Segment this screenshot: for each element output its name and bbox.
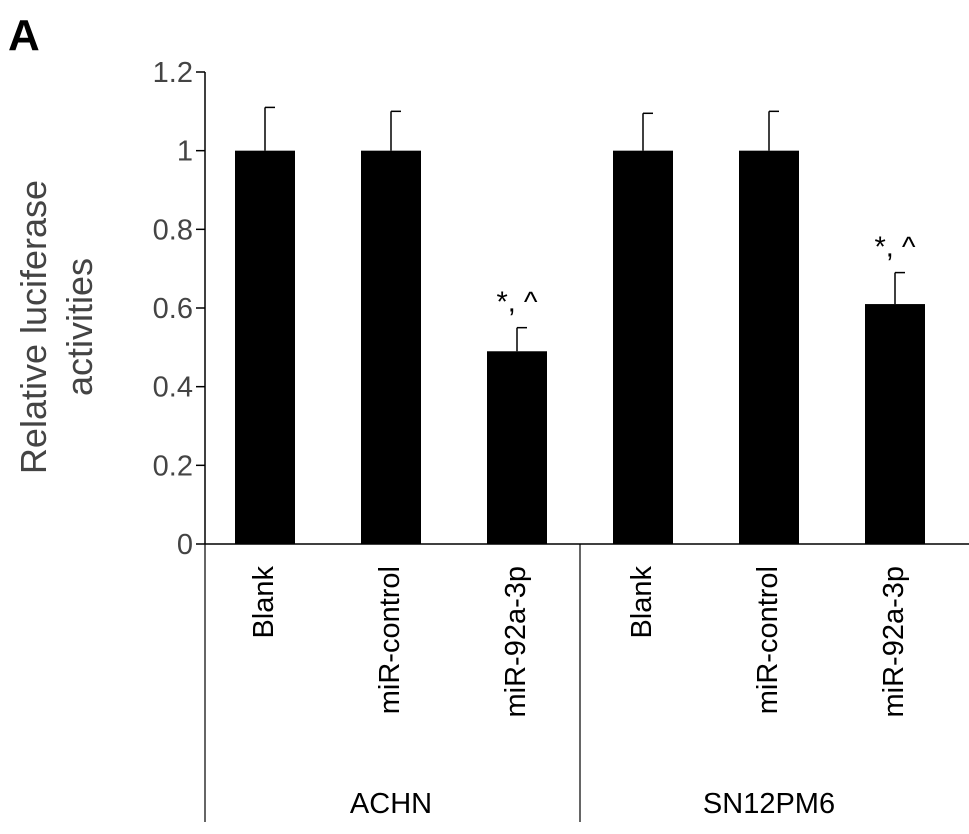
x-category-label: Blank <box>248 566 280 639</box>
bar <box>487 351 547 544</box>
x-category-label: miR-92a-3p <box>500 566 532 718</box>
x-axis: Blank miR-control miR-92a-3p Blank miR-contr… <box>204 543 969 822</box>
y-axis-title-line-2: activities <box>59 258 100 396</box>
group-label: ACHN <box>350 788 432 820</box>
bar <box>361 150 421 544</box>
y-tick-label: 0.4 <box>153 372 193 404</box>
y-tick-label: 1.2 <box>153 57 193 89</box>
y-tick-label: 0.6 <box>153 293 193 325</box>
y-axis-title: Relative luciferase activities <box>13 180 100 474</box>
significance-annotation: *, ^ <box>874 232 915 264</box>
bars <box>235 150 925 544</box>
group-label: SN12PM6 <box>703 788 835 820</box>
y-tick-label: 0 <box>177 529 193 561</box>
bar <box>865 304 925 544</box>
x-category-label: miR-control <box>374 566 406 714</box>
annotations: *, ^ *, ^ <box>496 232 915 319</box>
y-tick-label: 0.8 <box>153 214 193 246</box>
panel-label: A <box>8 11 40 60</box>
x-category-label: miR-control <box>752 566 784 714</box>
bar <box>613 150 673 544</box>
significance-annotation: *, ^ <box>496 287 537 319</box>
bar <box>235 150 295 544</box>
x-category-label: miR-92a-3p <box>878 566 910 718</box>
bar <box>739 150 799 544</box>
y-tick-label: 0.2 <box>153 450 193 482</box>
error-bars <box>264 106 905 352</box>
y-axis-title-line-1: Relative luciferase <box>13 180 54 474</box>
y-axis: 0 0.2 0.4 0.6 0.8 1 1.2 <box>153 57 206 561</box>
x-category-label: Blank <box>626 566 658 639</box>
y-tick-label: 1 <box>177 136 193 168</box>
